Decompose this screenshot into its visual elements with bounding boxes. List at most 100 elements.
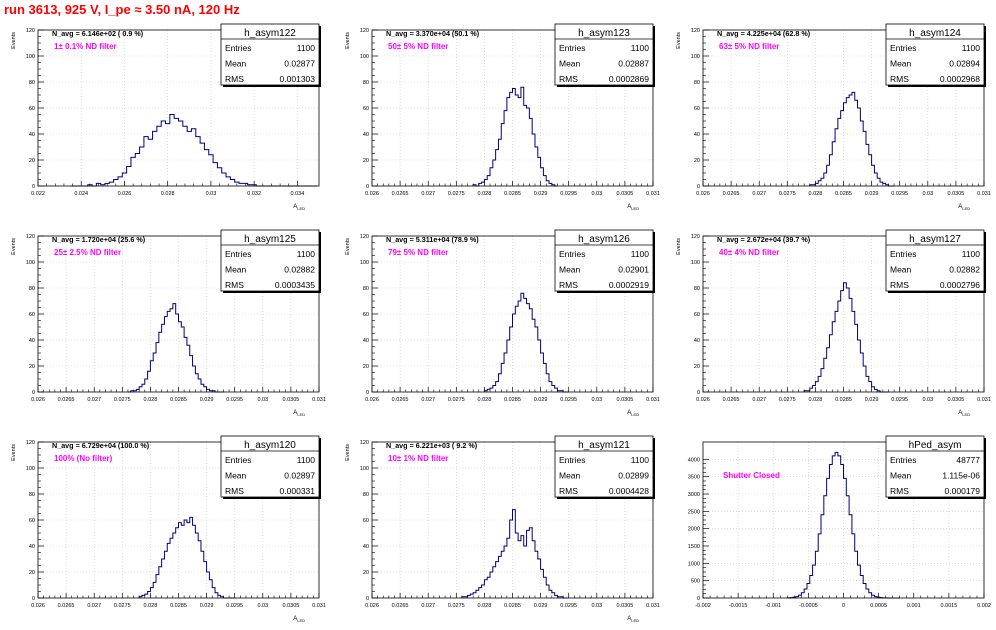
x-tick-label: 0.027 [752,191,766,197]
y-tick-label: 500 [691,579,700,585]
y-tick-label: 0 [366,596,369,602]
x-tick-label: 0.0305 [282,603,299,609]
y-tick-label: 1500 [688,544,700,550]
y-tick-label: 20 [363,158,369,164]
filter-label: Shutter Closed [723,471,780,480]
y-tick-label: 2500 [688,509,700,515]
x-tick-label: 0.031 [646,397,660,403]
y-tick-label: 40 [363,338,369,344]
y-tick-label: 100 [26,466,35,472]
filter-label: 100% (No filter) [54,454,113,463]
stats-box: h_asym123 Entries 1100 Mean 0.02887 RMS 0.0002… [554,23,655,87]
filter-label: 79± 5% ND filter [388,248,448,257]
histogram-name: h_asym126 [578,234,630,245]
histogram-panel-h_asym124: 0.026 0.0265 0.027 0.0275 0.028 0.0285 0.029 0.… [665,18,996,218]
histogram-chart: 0.026 0.0265 0.027 0.0275 0.028 0.0285 0.029 0.… [345,229,660,417]
y-tick-label: 0 [697,596,700,602]
x-tick-label: 0.027 [421,191,435,197]
x-tick-label: -0.0005 [799,603,818,609]
histogram-panel-h_asym122: 0.022 0.024 0.026 0.028 0.03 0.032 0.034 0 20 40 6… [0,18,331,218]
x-tick-label: 0.026 [118,191,132,197]
stats-value: 48777 [956,455,980,465]
stats-key: Entries [225,455,251,465]
y-tick-label: 60 [694,312,700,318]
histogram-name: h_asym125 [244,234,296,245]
y-tick-label: 100 [26,54,35,60]
navg-label: N_avg = 6.221e+03 ( 9.2 %) [386,441,478,450]
x-tick-label: 0.0305 [616,397,633,403]
stats-value: 1100 [631,43,650,53]
stats-key: Mean [559,59,581,69]
y-tick-label: 60 [363,312,369,318]
y-tick-label: 120 [360,440,369,446]
stats-value: 0.0002796 [940,280,980,290]
stats-value: 1100 [962,43,981,53]
y-tick-label: 80 [29,80,35,86]
x-tick-label: 0.031 [646,191,660,197]
x-tick-label: 0.0275 [779,397,796,403]
y-tick-label: 80 [363,286,369,292]
x-tick-label: 0.028 [478,397,492,403]
x-tick-label: 0.026 [365,191,379,197]
histogram-bars [461,509,569,599]
filter-label: 1± 0.1% ND filter [54,42,117,51]
x-axis-label: ALED [627,616,639,623]
y-tick-label: 120 [691,28,700,34]
stats-key: Mean [225,59,247,69]
histogram-name: h_asym123 [578,28,630,39]
histogram-chart: -0.002 -0.0015 -0.001 -0.0005 0 0.0005 0.001 0.… [688,435,991,609]
x-tick-label: 0.027 [752,397,766,403]
x-tick-label: 0.0275 [114,397,131,403]
x-tick-label: 0.026 [696,397,710,403]
y-tick-label: 40 [363,544,369,550]
histogram-chart: 0.026 0.0265 0.027 0.0275 0.028 0.0285 0.029 0.… [345,23,660,211]
x-tick-label: 0.0295 [560,191,577,197]
x-tick-label: 0.029 [865,397,879,403]
x-axis-label: ALED [293,616,305,623]
y-tick-label: 120 [691,234,700,240]
navg-label: N_avg = 1.720e+04 (25.6 %) [52,235,146,244]
y-tick-label: 60 [694,106,700,112]
stats-box-frame [220,229,320,292]
y-tick-label: 60 [363,518,369,524]
stats-key: Mean [890,471,912,481]
x-tick-label: 0.0285 [504,397,521,403]
stats-value: 1.115e-06 [942,471,980,481]
y-tick-label: 0 [366,184,369,190]
y-tick-label: 4000 [688,457,700,463]
y-tick-label: 100 [691,260,700,266]
stats-box-frame [554,435,654,498]
x-tick-label: 0.0015 [940,603,957,609]
y-tick-label: 60 [29,106,35,112]
x-tick-label: 0.028 [144,603,158,609]
histogram-name: h_asym127 [909,234,961,245]
x-tick-label: 0.034 [291,191,305,197]
stats-key: Entries [890,455,916,465]
stats-key: RMS [890,74,909,84]
stats-key: Entries [559,249,585,259]
x-tick-label: 0.0295 [560,397,577,403]
filter-label: 10± 1% ND filter [388,454,448,463]
histogram-bars [786,451,900,599]
x-tick-label: 0.029 [200,397,214,403]
x-tick-label: 0.0265 [392,397,409,403]
x-tick-label: 0.0295 [560,603,577,609]
x-tick-label: 0.028 [161,191,175,197]
x-tick-label: 0.03 [591,397,602,403]
x-tick-label: 0.026 [365,397,379,403]
stats-value: 0.0002869 [609,74,649,84]
x-axis-label: ALED [627,410,639,417]
x-tick-label: 0.028 [478,603,492,609]
x-tick-label: 0.0275 [779,191,796,197]
stats-value: 0.02882 [949,265,980,275]
stats-key: Mean [559,265,581,275]
navg-label: N_avg = 6.729e+04 (100.0 %) [52,441,150,450]
histogram-bars [809,91,895,187]
x-tick-label: 0.031 [646,603,660,609]
x-tick-label: 0.026 [31,397,45,403]
x-tick-label: 0.002 [977,603,991,609]
histogram-chart: 0.026 0.0265 0.027 0.0275 0.028 0.0285 0.029 0.… [11,229,326,417]
x-tick-label: 0.0275 [448,397,465,403]
x-tick-label: 0.031 [977,397,991,403]
x-tick-label: 0.03 [206,191,217,197]
